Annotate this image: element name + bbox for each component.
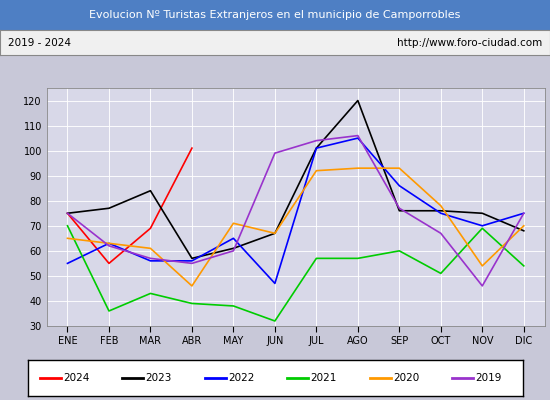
Text: 2023: 2023 bbox=[145, 373, 172, 383]
Text: 2022: 2022 bbox=[228, 373, 254, 383]
Text: 2020: 2020 bbox=[393, 373, 419, 383]
Text: Evolucion Nº Turistas Extranjeros en el municipio de Camporrobles: Evolucion Nº Turistas Extranjeros en el … bbox=[89, 10, 461, 20]
Text: 2019: 2019 bbox=[475, 373, 502, 383]
Text: http://www.foro-ciudad.com: http://www.foro-ciudad.com bbox=[397, 38, 542, 48]
Text: 2024: 2024 bbox=[63, 373, 89, 383]
Text: 2019 - 2024: 2019 - 2024 bbox=[8, 38, 72, 48]
Text: 2021: 2021 bbox=[310, 373, 337, 383]
